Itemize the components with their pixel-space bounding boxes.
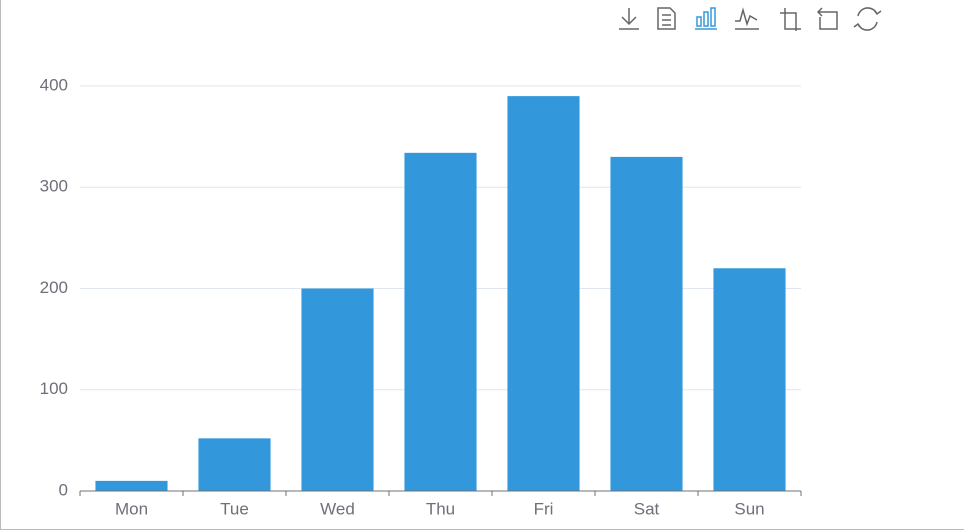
x-tick-label: Sun [734, 499, 764, 518]
line-type-icon[interactable] [735, 7, 759, 30]
bar [95, 480, 168, 491]
bar [198, 438, 271, 491]
y-tick-label: 400 [40, 75, 68, 94]
bar [301, 288, 374, 491]
x-tick-label: Thu [426, 499, 455, 518]
x-tick-label: Tue [220, 499, 249, 518]
bar [404, 152, 477, 491]
y-tick-label: 100 [40, 379, 68, 398]
bar [713, 268, 786, 491]
x-tick-label: Wed [320, 499, 355, 518]
bar-type-icon[interactable] [695, 7, 717, 30]
bar [507, 96, 580, 491]
data-view-icon[interactable] [657, 7, 676, 30]
restore-icon[interactable] [853, 7, 882, 31]
y-tick-label: 200 [40, 278, 68, 297]
zoom-reset-icon[interactable] [816, 7, 838, 30]
toolbox [619, 7, 882, 31]
x-tick-label: Sat [634, 499, 660, 518]
y-tick-label: 0 [59, 480, 68, 499]
y-tick-label: 300 [40, 177, 68, 196]
bar [610, 156, 683, 491]
x-tick-label: Fri [534, 499, 554, 518]
save-icon[interactable] [619, 8, 639, 30]
zoom-icon[interactable] [780, 8, 801, 31]
x-tick-label: Mon [115, 499, 148, 518]
